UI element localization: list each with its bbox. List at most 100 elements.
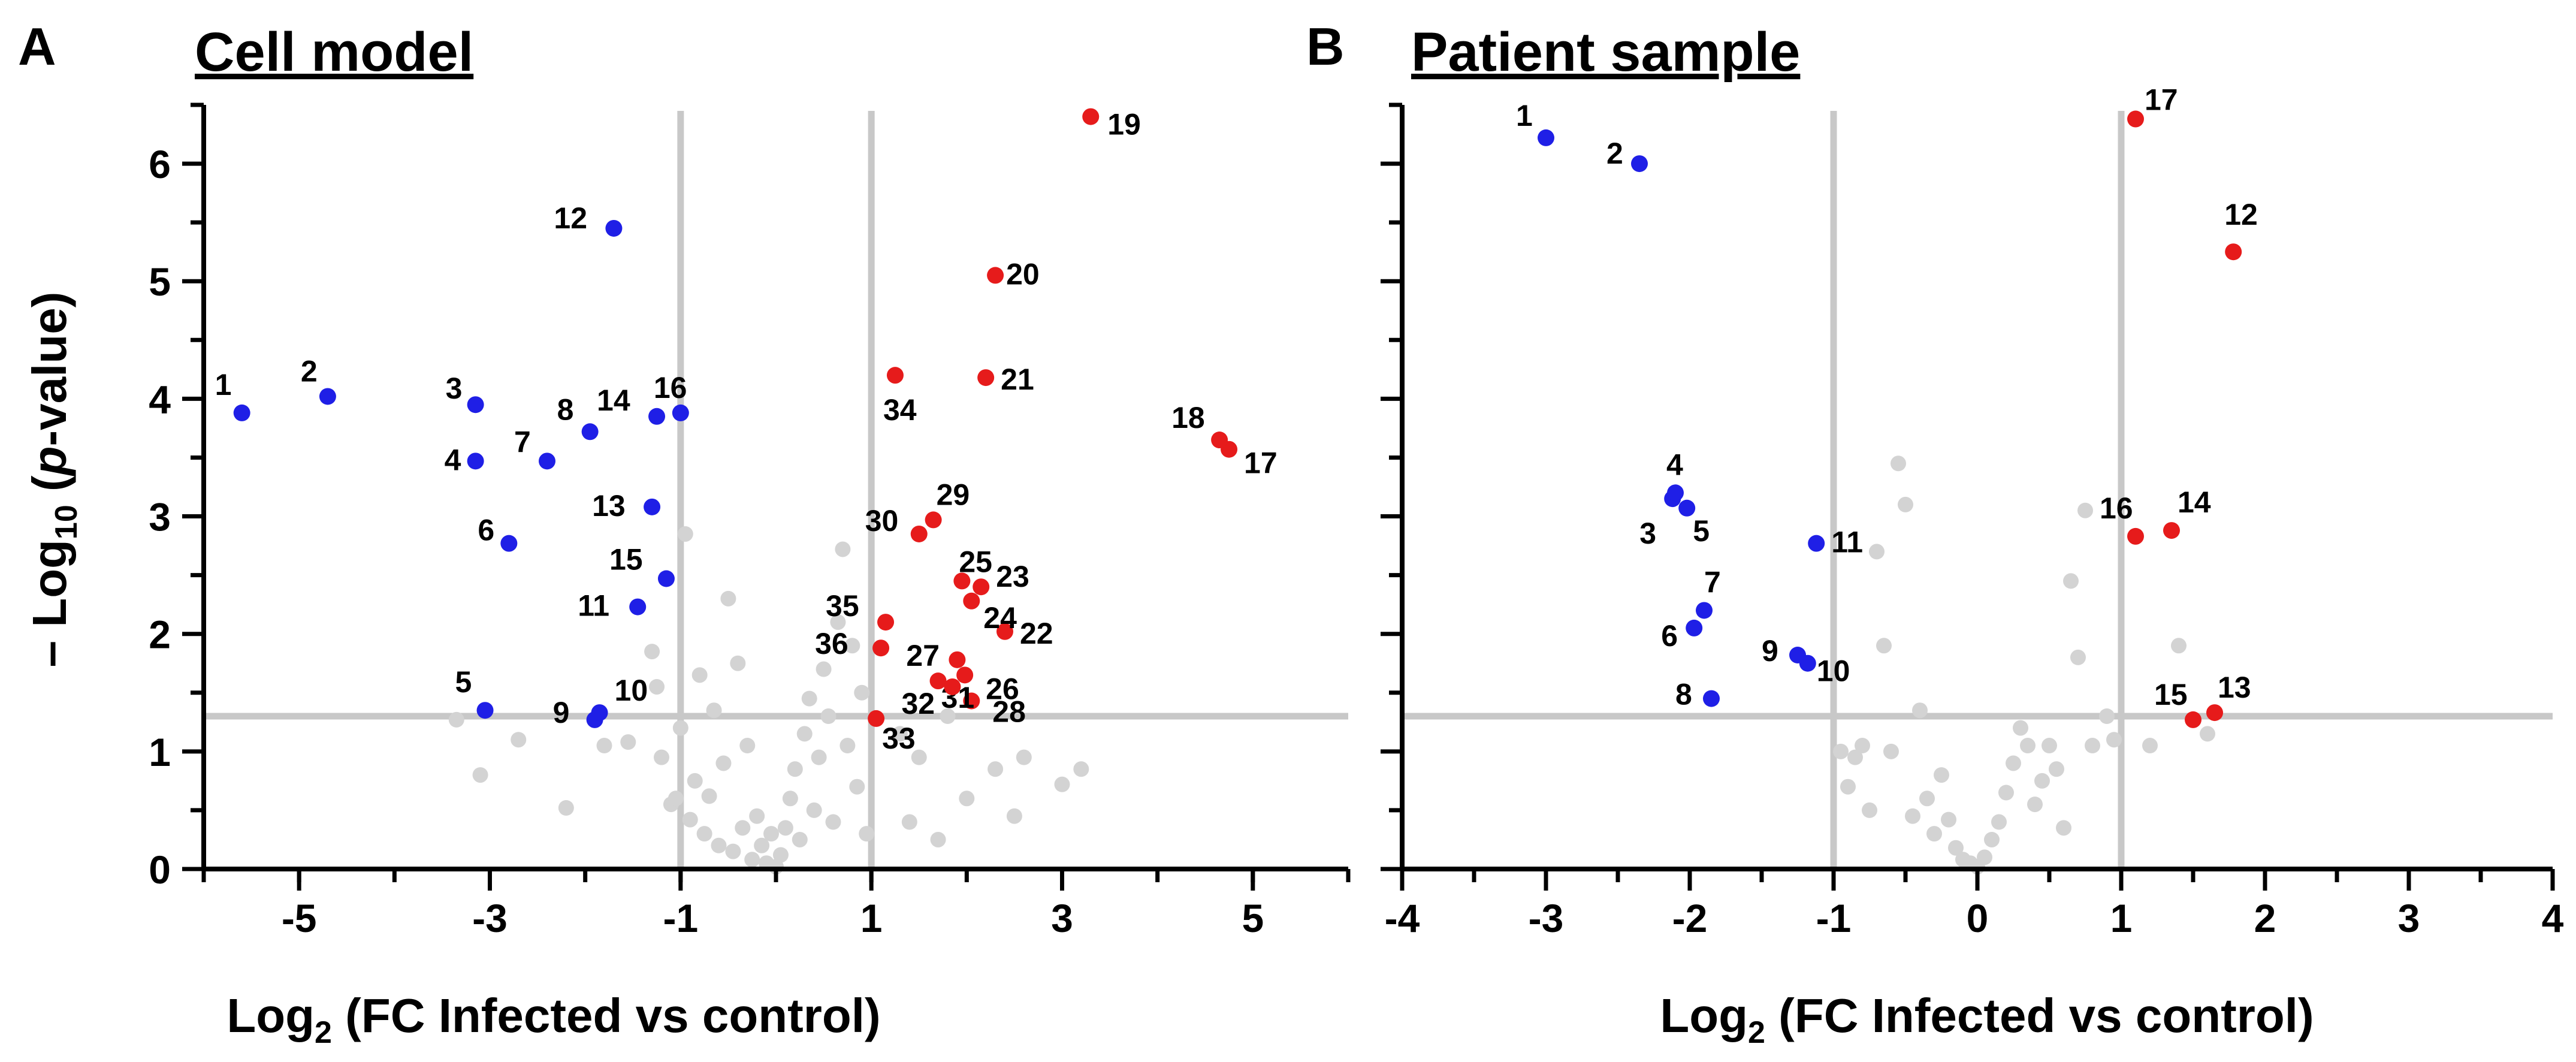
nonsignificant-point	[2085, 738, 2100, 754]
nonsignificant-point	[654, 749, 669, 765]
nonsignificant-point	[2171, 638, 2187, 654]
panel-b-axes: -4 -3 -2 -1 0 1 2 3 4	[1381, 102, 2564, 940]
panel-a-title: Cell model	[195, 22, 473, 83]
downregulated-point-label-15: 15	[609, 543, 643, 577]
upregulated-point-28	[963, 692, 980, 710]
nonsignificant-point	[801, 690, 817, 707]
x-tick-label: -1	[1816, 896, 1852, 940]
downregulated-point-label-4: 4	[445, 443, 461, 476]
nonsignificant-point	[706, 702, 722, 719]
upregulated-point-30	[910, 525, 928, 542]
nonsignificant-point	[787, 761, 803, 777]
downregulated-point-label-1: 1	[1516, 99, 1533, 132]
downregulated-point-label-9: 9	[1762, 634, 1778, 668]
upregulated-point-label-22: 22	[1020, 617, 1053, 650]
nonsignificant-point	[1883, 743, 1899, 759]
panel-a-x-axis-title: Log2 (FC Infected vs control)	[227, 989, 880, 1050]
downregulated-point-10	[591, 704, 608, 722]
panel-b-nonsignificant-points	[1833, 455, 2215, 875]
upregulated-point-31	[929, 672, 947, 690]
downregulated-point-5	[1678, 499, 1696, 517]
nonsignificant-point	[558, 800, 574, 816]
y-tick-label: 2	[149, 613, 171, 657]
nonsignificant-point	[2049, 761, 2064, 777]
downregulated-point-label-4: 4	[1666, 448, 1683, 481]
downregulated-point-label-6: 6	[1661, 619, 1678, 653]
panel-b-letter: B	[1306, 17, 1345, 76]
downregulated-point-8	[1703, 690, 1720, 707]
upregulated-point-label-27: 27	[906, 639, 940, 672]
nonsignificant-point	[1998, 785, 2014, 801]
nonsignificant-point	[744, 852, 760, 868]
downregulated-point-2	[1631, 155, 1648, 173]
nonsignificant-point	[711, 837, 727, 853]
nonsignificant-point	[1073, 761, 1089, 777]
nonsignificant-point	[2070, 649, 2086, 665]
nonsignificant-point	[930, 831, 946, 847]
downregulated-point-12	[605, 219, 623, 237]
nonsignificant-point	[644, 644, 660, 660]
upregulated-point-label-20: 20	[1006, 257, 1040, 291]
nonsignificant-point	[1977, 849, 1992, 865]
downregulated-point-10	[1799, 654, 1816, 672]
x-tick-label: -3	[472, 896, 508, 940]
nonsignificant-point	[749, 808, 765, 824]
upregulated-point-label-14: 14	[2178, 485, 2211, 519]
panel-b-threshold-lines	[1402, 111, 2553, 869]
nonsignificant-point	[472, 767, 488, 783]
upregulated-point-label-15: 15	[2154, 678, 2188, 711]
upregulated-point-16	[2127, 527, 2144, 545]
nonsignificant-point	[772, 847, 789, 863]
nonsignificant-point	[806, 802, 822, 818]
x-tick-label: 3	[1051, 896, 1073, 940]
downregulated-point-7	[1696, 602, 1713, 619]
downregulated-point-2	[319, 388, 336, 405]
downregulated-point-label-1: 1	[215, 368, 232, 402]
panel-a-significant-points: 1 234567891011121314151617181920212223242…	[215, 108, 1278, 755]
upregulated-point-label-30: 30	[865, 504, 899, 538]
upregulated-point-29	[925, 511, 942, 529]
nonsignificant-point	[839, 738, 856, 754]
nonsignificant-point	[730, 655, 746, 671]
downregulated-point-4	[1667, 484, 1684, 502]
nonsignificant-point	[1898, 496, 1913, 512]
nonsignificant-point	[835, 541, 851, 557]
nonsignificant-point	[940, 708, 956, 724]
upregulated-point-label-23: 23	[996, 560, 1029, 593]
upregulated-point-22	[996, 623, 1013, 640]
x-tick-label: 1	[2110, 896, 2133, 940]
x-tick-label: -4	[1385, 896, 1420, 940]
nonsignificant-point	[2200, 726, 2215, 742]
nonsignificant-point	[1054, 776, 1070, 792]
nonsignificant-point	[849, 779, 865, 795]
downregulated-point-label-2: 2	[301, 354, 318, 388]
nonsignificant-point	[672, 720, 688, 736]
nonsignificant-point	[1941, 811, 1956, 828]
upregulated-point-23	[973, 578, 990, 596]
downregulated-point-label-13: 13	[592, 489, 626, 523]
nonsignificant-point	[1934, 767, 1949, 783]
y-tick-label: 5	[149, 260, 171, 304]
x-tick-label: -1	[663, 896, 698, 940]
nonsignificant-point	[777, 820, 793, 836]
nonsignificant-point	[1948, 840, 1964, 856]
upregulated-point-label-13: 13	[2218, 671, 2251, 704]
panel-b-patient-sample: B Patient sample 12345678910111213141516…	[1306, 17, 2564, 1050]
y-tick-label: 0	[149, 847, 171, 892]
nonsignificant-point	[1006, 808, 1022, 824]
upregulated-point-24	[963, 592, 980, 610]
upregulated-point-label-26: 26	[986, 672, 1019, 705]
nonsignificant-point	[649, 678, 665, 695]
downregulated-point-label-12: 12	[554, 201, 587, 235]
downregulated-point-label-9: 9	[553, 696, 570, 729]
upregulated-point-label-16: 16	[2100, 491, 2133, 525]
nonsignificant-point	[682, 811, 698, 828]
nonsignificant-point	[701, 788, 717, 804]
nonsignificant-point	[892, 726, 908, 742]
downregulated-point-11	[1808, 535, 1825, 552]
downregulated-point-3	[467, 396, 484, 414]
nonsignificant-point	[2063, 573, 2079, 589]
panel-b-x-axis-title: Log2 (FC Infected vs control)	[1660, 989, 2314, 1050]
